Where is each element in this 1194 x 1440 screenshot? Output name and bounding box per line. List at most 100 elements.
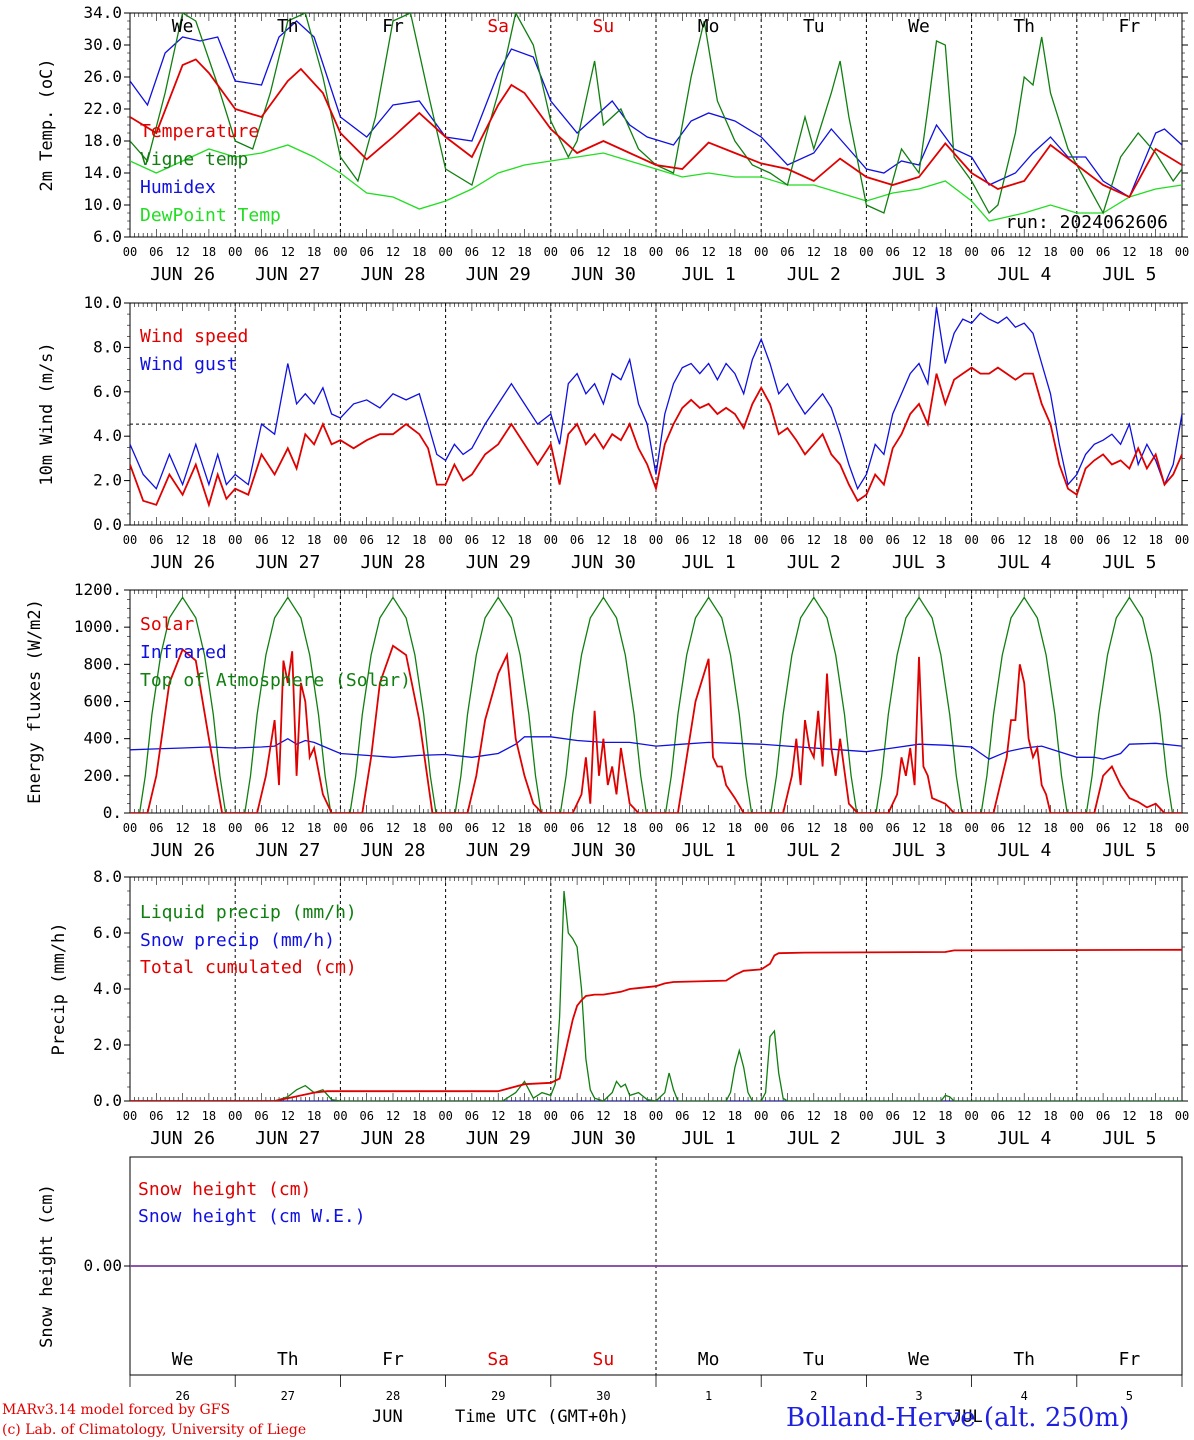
hour-tick-label: 00: [649, 1109, 663, 1123]
hour-tick-label: 00: [859, 533, 873, 547]
hour-tick-label: 06: [570, 1109, 584, 1123]
run-label: run: 2024062606: [1005, 212, 1168, 233]
hour-tick-label: 00: [859, 245, 873, 259]
hour-tick-label: 12: [281, 821, 295, 835]
hour-tick-label: 06: [675, 533, 689, 547]
day-name: Mo: [698, 1349, 720, 1370]
y-tick-label: 8.0: [93, 867, 122, 886]
hour-tick-label: 18: [307, 245, 321, 259]
hour-tick-label: 00: [438, 1109, 452, 1123]
y-tick-label: 6.0: [93, 382, 122, 401]
hour-tick-label: 18: [833, 245, 847, 259]
y-tick-label: 8.0: [93, 337, 122, 356]
hour-tick-label: 00: [123, 533, 137, 547]
hour-tick-label: 12: [1122, 533, 1136, 547]
hour-tick-label: 12: [1017, 533, 1031, 547]
day-name: Sa: [487, 16, 509, 37]
date-label: JUL 1: [682, 552, 736, 573]
hour-tick-label: 12: [807, 245, 821, 259]
hour-tick-label: 12: [1122, 245, 1136, 259]
date-label: JUN 28: [360, 552, 425, 573]
hour-tick-label: 12: [1017, 821, 1031, 835]
hour-tick-label: 12: [912, 821, 926, 835]
panel-3: 1200. 1000. 800. 600. 400. 200. 0. Energy fluxe…: [25, 580, 1189, 861]
hour-tick-label: 18: [622, 245, 636, 259]
hour-tick-label: 06: [149, 533, 163, 547]
hour-tick-label: 18: [833, 533, 847, 547]
hour-tick-label: 12: [1017, 1109, 1031, 1123]
hour-tick-label: 06: [359, 821, 373, 835]
series-line-top-of-atmosphere-solar-: [138, 596, 1174, 813]
hour-tick-label: 18: [412, 533, 426, 547]
y-axis-label: Precip (mm/h): [49, 922, 69, 1055]
hour-tick-label: 12: [912, 533, 926, 547]
hour-tick-label: 00: [964, 821, 978, 835]
hour-tick-label: 12: [596, 533, 610, 547]
hour-tick-label: 18: [833, 821, 847, 835]
series-line-wind-gust: [130, 306, 1182, 491]
series-line-temperature: [130, 58, 1182, 199]
date-label: JUN 27: [255, 1128, 320, 1149]
hour-tick-label: 06: [570, 245, 584, 259]
station-label: Bolland-Herve (alt. 250m): [786, 1403, 1129, 1433]
hour-tick-label: 00: [649, 821, 663, 835]
hour-tick-label: 12: [281, 533, 295, 547]
date-label: JUL 1: [682, 1128, 736, 1149]
hour-tick-label: 12: [1122, 1109, 1136, 1123]
hour-tick-label: 12: [491, 1109, 505, 1123]
legend-entry: Wind gust: [140, 354, 238, 375]
series-line-dewpoint-temp: [130, 144, 1182, 222]
hour-tick-label: 00: [859, 821, 873, 835]
date-label: JUN 29: [466, 552, 531, 573]
date-label: JUL 2: [787, 1128, 841, 1149]
y-tick-label: 400.: [83, 729, 122, 748]
hour-tick-label: 00: [333, 245, 347, 259]
date-label: JUL 4: [997, 552, 1051, 573]
hour-tick-label: 18: [622, 821, 636, 835]
hour-tick-label: 06: [465, 821, 479, 835]
day-name: We: [172, 16, 194, 37]
hour-tick-label: 06: [991, 533, 1005, 547]
hour-tick-label: 00: [228, 821, 242, 835]
hour-tick-label: 06: [780, 533, 794, 547]
hour-tick-label: 06: [885, 821, 899, 835]
hour-tick-label: 12: [1122, 821, 1136, 835]
hour-tick-label: 00: [1175, 245, 1189, 259]
date-label: JUL 4: [997, 840, 1051, 861]
hour-tick-label: 06: [1096, 245, 1110, 259]
hour-tick-label: 00: [228, 245, 242, 259]
date-label: JUN 27: [255, 264, 320, 285]
hour-tick-label: 00: [228, 1109, 242, 1123]
panel-2: 10.0 8.0 6.0 4.0 2.0 0.0 10m Wind (m/s) Wind sp…: [37, 293, 1189, 573]
day-name: Fr: [382, 1349, 404, 1370]
hour-tick-label: 12: [701, 1109, 715, 1123]
hour-tick-label: 12: [701, 245, 715, 259]
day-name: Su: [593, 16, 615, 37]
hour-tick-label: 18: [728, 1109, 742, 1123]
y-tick-label: 1200.: [74, 580, 122, 599]
hour-tick-label: 18: [412, 1109, 426, 1123]
date-label: JUN 30: [571, 1128, 636, 1149]
hour-tick-label: 12: [912, 1109, 926, 1123]
hour-tick-label: 06: [1096, 1109, 1110, 1123]
hour-tick-label: 12: [175, 245, 189, 259]
hour-tick-label: 00: [228, 533, 242, 547]
hour-tick-label: 06: [149, 1109, 163, 1123]
hour-tick-label: 12: [807, 1109, 821, 1123]
hour-tick-label: 00: [333, 1109, 347, 1123]
hour-tick-label: 18: [622, 533, 636, 547]
hour-tick-label: 00: [544, 245, 558, 259]
date-label: JUL 3: [892, 1128, 946, 1149]
date-label: JUN 26: [150, 1128, 215, 1149]
legend-entry: Humidex: [140, 177, 216, 198]
day-name: Tu: [803, 1349, 825, 1370]
series-line-humidex: [130, 20, 1182, 198]
y-tick-label: 200.: [83, 766, 122, 785]
hour-tick-label: 12: [1017, 245, 1031, 259]
day-number: 29: [491, 1389, 505, 1403]
panel-1: 34.0 30.0 26.0 22.0 18.0 14.0 10.0 6.0 2m Temp. …: [37, 3, 1189, 285]
hour-tick-label: 00: [964, 245, 978, 259]
hour-tick-label: 06: [885, 1109, 899, 1123]
hour-tick-label: 06: [359, 1109, 373, 1123]
hour-tick-label: 06: [359, 533, 373, 547]
